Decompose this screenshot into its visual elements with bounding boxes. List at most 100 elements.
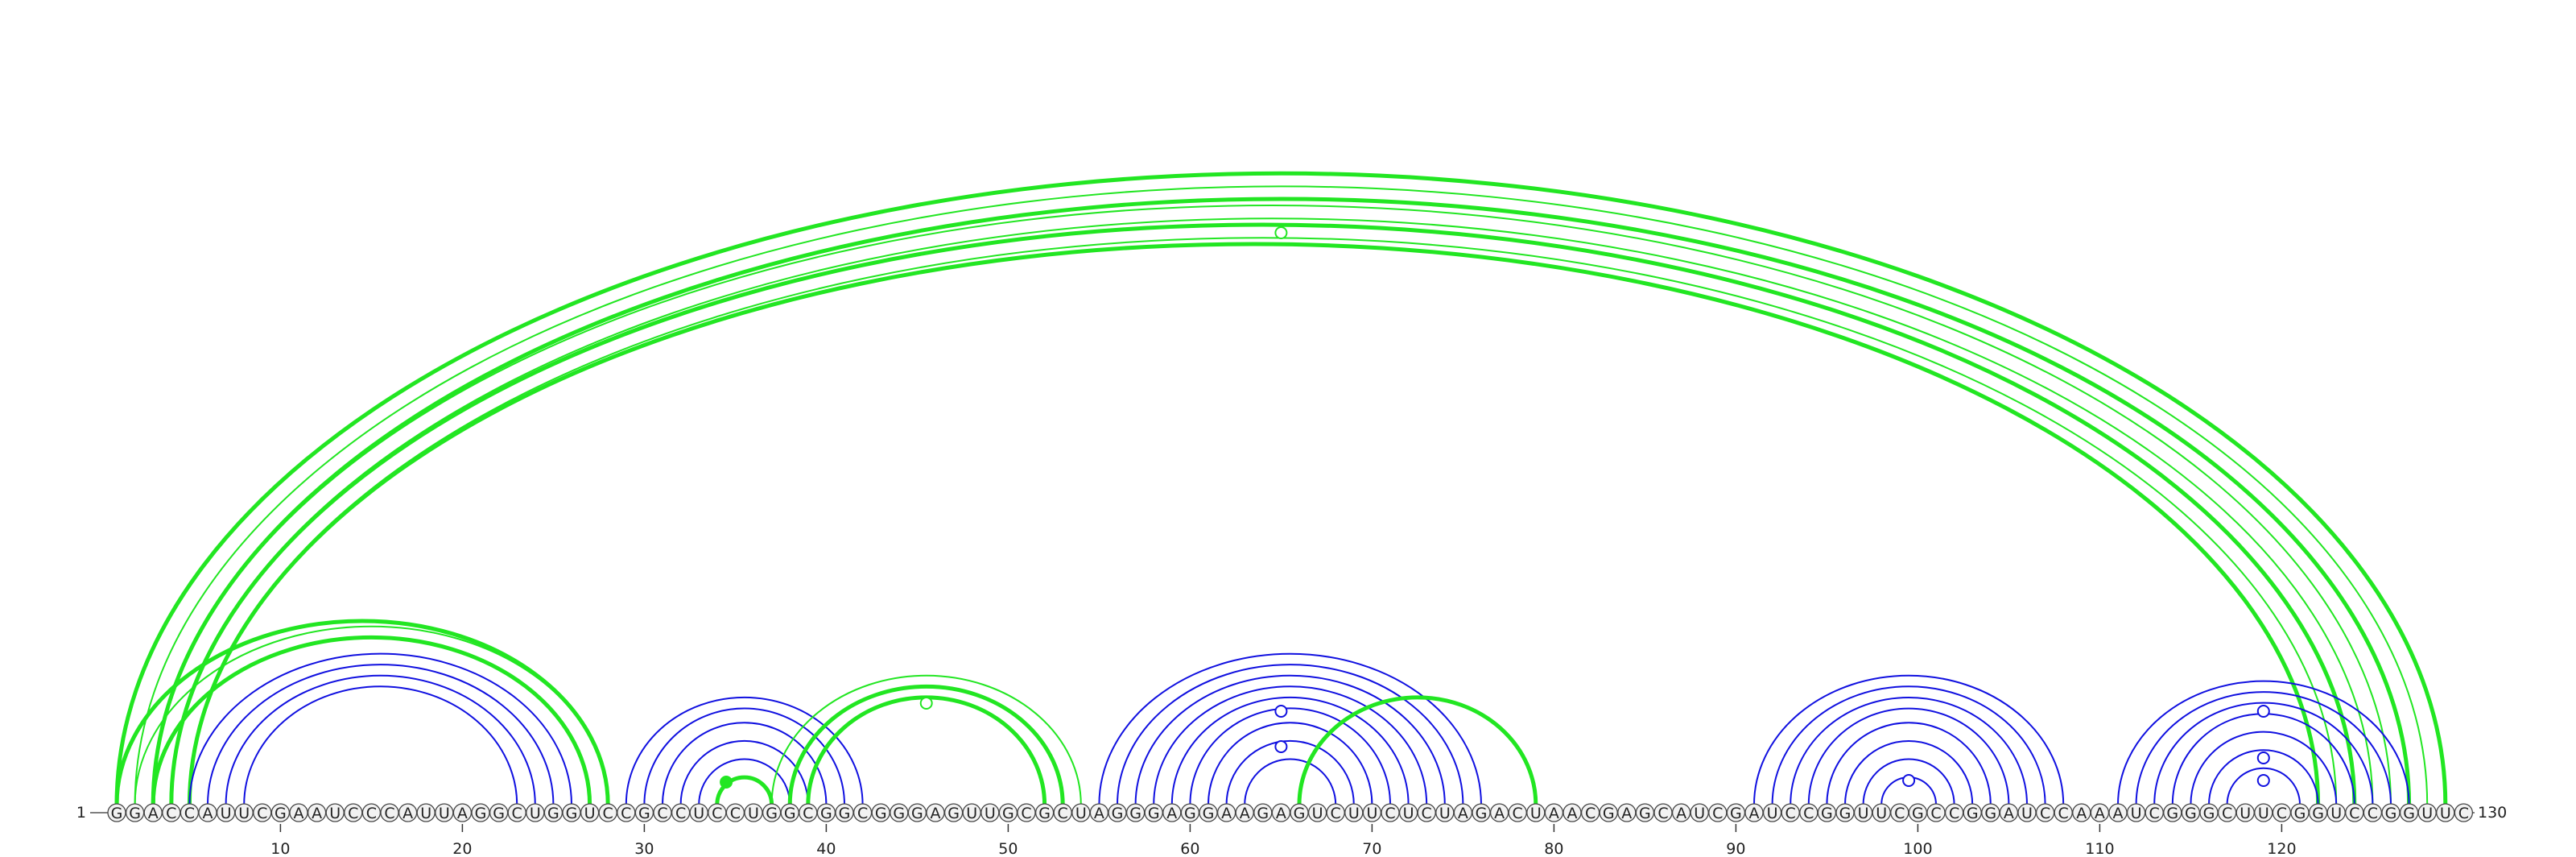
sequence-start-index: 1 — [76, 804, 86, 822]
nucleotide: C — [1508, 803, 1527, 822]
nucleotide: G — [1108, 803, 1127, 822]
blue-pair-arc-62-69 — [1225, 739, 1355, 805]
nucleotide-letter: G — [1038, 805, 1051, 822]
tick-label: 110 — [2085, 840, 2114, 857]
nucleotide-letter: U — [1694, 805, 1705, 822]
nucleotide-letter: G — [638, 805, 650, 822]
nucleotide-letter: U — [1075, 805, 1087, 822]
nucleotide: G — [1472, 803, 1491, 822]
nucleotide-letter: G — [1184, 805, 1196, 822]
blue-pair-arc-31-40 — [662, 722, 828, 805]
nucleotide: G — [998, 803, 1018, 822]
nucleotide: C — [180, 803, 200, 822]
nucleotide: A — [1453, 803, 1473, 822]
green-arc-marker — [720, 776, 733, 789]
blue-arc-marker — [1274, 740, 1288, 753]
nucleotide-letter: A — [1221, 805, 1232, 822]
nucleotide-letter: U — [1767, 805, 1778, 822]
nucleotide-letter: G — [1257, 805, 1269, 822]
nucleotide: C — [162, 803, 181, 822]
nucleotide-letter: C — [348, 805, 358, 822]
tick-label: 100 — [1903, 840, 1932, 857]
nucleotide: C — [344, 803, 363, 822]
nucleotide-letter: G — [1603, 805, 1615, 822]
nucleotide: G — [1253, 803, 1273, 822]
nucleotide-letter: A — [1494, 805, 1505, 822]
nucleotide: G — [471, 803, 490, 822]
nucleotide-letter: G — [1148, 805, 1160, 822]
nucleotide-letter: A — [1567, 805, 1578, 822]
nucleotide-letter: A — [457, 805, 468, 822]
nucleotide-letter: A — [1240, 805, 1250, 822]
nucleotide-letter: U — [2021, 805, 2033, 822]
green-arc-marker — [1274, 226, 1288, 239]
nucleotide-letter: G — [820, 805, 832, 822]
nucleotide: U — [744, 803, 763, 822]
tick-label: 90 — [1726, 840, 1745, 857]
blue-pair-arc-61-70 — [1208, 722, 1373, 805]
nucleotide-letter: U — [1876, 805, 1887, 822]
tick-label: 70 — [1362, 840, 1381, 857]
tick-label: 10 — [270, 840, 290, 857]
nucleotide-letter: G — [129, 805, 141, 822]
nucleotide-letter: U — [2421, 805, 2433, 822]
nucleotide: C — [253, 803, 272, 822]
nucleotide: C — [1653, 803, 1673, 822]
nucleotide-letter: U — [238, 805, 250, 822]
nucleotide-letter: U — [1530, 805, 1542, 822]
nucleotide: U — [234, 803, 254, 822]
nucleotide-letter: G — [2166, 805, 2178, 822]
nucleotide: G — [270, 803, 291, 822]
nucleotide-letter: C — [712, 805, 722, 822]
nucleotide-letter: U — [1312, 805, 1323, 822]
nucleotide-letter: C — [2458, 805, 2469, 822]
nucleotide: G — [1034, 803, 1055, 822]
nucleotide-letter: G — [1821, 805, 1833, 822]
nucleotide-letter: U — [1348, 805, 1360, 822]
nucleotide-letter: A — [2095, 805, 2105, 822]
nucleotide: U — [1307, 803, 1327, 822]
blue-pair-arc-60-71 — [1189, 707, 1391, 805]
nucleotide-letter: U — [1366, 805, 1377, 822]
nucleotide: U — [580, 803, 600, 822]
nucleotide: G — [634, 803, 654, 822]
blue-pair-arc-8-23 — [243, 685, 518, 805]
nucleotide-letter: A — [294, 805, 304, 822]
nucleotide: G — [780, 803, 799, 822]
nucleotide-letter: U — [530, 805, 541, 822]
blue-arc-marker — [1902, 774, 1916, 787]
nucleotide: C — [2363, 803, 2383, 822]
blue-arc-marker — [2256, 774, 2270, 787]
blue-pair-arc-29-42 — [625, 696, 864, 805]
nucleotide-letter: G — [1839, 805, 1852, 822]
blue-pair-arc-6-25 — [207, 664, 555, 805]
nucleotide-letter: G — [2312, 805, 2324, 822]
nucleotide: G — [762, 803, 782, 822]
nucleotide: U — [2326, 803, 2346, 822]
nucleotide-letter: G — [1639, 805, 1651, 822]
nucleotide: A — [1544, 803, 1564, 822]
nucleotide: C — [2217, 803, 2237, 822]
green-pair-arc-3-127 — [151, 197, 2412, 805]
nucleotide-letter: G — [547, 805, 559, 822]
nucleotide: U — [325, 803, 345, 822]
nucleotide: U — [1362, 803, 1382, 822]
nucleotide: U — [1344, 803, 1364, 822]
nucleotide: A — [1489, 803, 1509, 822]
nucleotide: G — [125, 803, 145, 822]
nucleotide-letter: G — [784, 805, 796, 822]
nucleotide: G — [1908, 803, 1928, 822]
nucleotide-letter: C — [1058, 805, 1068, 822]
nucleotide-letter: C — [657, 805, 667, 822]
nucleotide: A — [2072, 803, 2091, 822]
nucleotide: U — [2417, 803, 2437, 822]
blue-pair-arc-95-104 — [1826, 722, 1992, 805]
nucleotide: C — [1799, 803, 1818, 822]
nucleotide-letter: U — [2440, 805, 2451, 822]
nucleotide: A — [1162, 803, 1182, 822]
nucleotide: G — [907, 803, 927, 822]
nucleotide: U — [962, 803, 981, 822]
nucleotide: A — [1671, 803, 1691, 822]
nucleotide-letter: G — [2294, 805, 2306, 822]
nucleotide-letter: G — [1967, 805, 1979, 822]
